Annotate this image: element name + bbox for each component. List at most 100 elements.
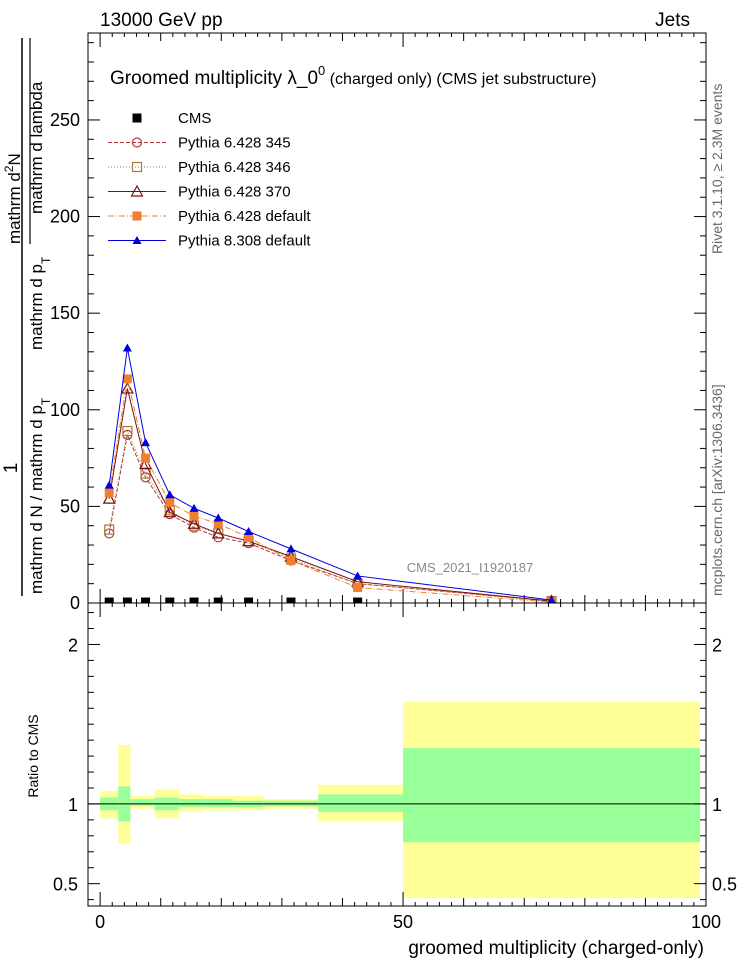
data-point xyxy=(189,503,199,512)
ratio-y-tick-labels: 0.5 0.5 1 1 2 2 xyxy=(53,635,737,894)
plot-title-sup: 0 xyxy=(318,63,325,78)
uncertainty-band-inner xyxy=(130,799,155,806)
data-point xyxy=(141,453,151,463)
ratio-plot-frame xyxy=(87,602,707,907)
legend-item: Pythia 6.428 346 xyxy=(108,159,291,176)
data-point xyxy=(211,526,225,539)
data-point xyxy=(244,597,254,607)
ratio-y-tick-label-right: 1 xyxy=(712,795,722,815)
ylabel-top-numerator: mathrm d2N xyxy=(2,153,24,244)
main-y-tick-labels: 0 50 100 150 200 250 xyxy=(50,110,80,613)
data-point xyxy=(213,597,223,607)
x-tick-label: 50 xyxy=(393,912,413,932)
ratio-plot: 0.5 0.5 1 1 2 2 0 50 100 xyxy=(53,602,737,932)
main-y-axis-label: 1 mathrm d N / mathrm d pT mathrm d pT m… xyxy=(1,38,53,596)
data-point xyxy=(286,555,296,565)
legend-item: Pythia 6.428 345 xyxy=(108,135,291,152)
uncertainty-band-inner xyxy=(403,748,700,843)
x-tick-label: 100 xyxy=(691,912,721,932)
y-tick-label: 150 xyxy=(50,303,80,323)
y-tick-label: 50 xyxy=(60,496,80,516)
header-right: Jets xyxy=(655,10,690,31)
data-point xyxy=(102,491,116,504)
data-point xyxy=(120,381,134,394)
plot-title-main: Groomed multiplicity λ_0 xyxy=(110,68,318,89)
plot-title-rest: (charged only) (CMS jet substructure) xyxy=(325,71,596,88)
legend-marker-swatch xyxy=(132,211,142,221)
data-point xyxy=(141,597,151,607)
data-point xyxy=(165,498,175,508)
legend-marker-swatch xyxy=(131,161,143,173)
legend-label: Pythia 6.428 345 xyxy=(178,135,291,152)
ratio-y-tick-label-left: 1 xyxy=(68,795,78,815)
data-point xyxy=(122,425,133,437)
ratio-axis-ticks xyxy=(88,603,707,906)
main-plot-frame-bg xyxy=(88,33,706,603)
data-point xyxy=(244,532,254,542)
ratio-x-tick-labels: 0 50 100 xyxy=(95,912,721,932)
series-line xyxy=(108,388,552,602)
data-point xyxy=(104,597,114,607)
data-point xyxy=(213,519,223,529)
ratio-y-tick-label-right: 0.5 xyxy=(712,875,737,895)
data-point xyxy=(104,488,114,498)
ratio-bands xyxy=(100,701,700,899)
main-series-group xyxy=(102,343,559,607)
ratio-y-tick-label-left: 2 xyxy=(68,635,78,655)
legend-label: Pythia 6.428 default xyxy=(178,208,311,225)
data-point xyxy=(189,597,199,607)
x-axis-label: groomed multiplicity (charged-only) xyxy=(408,938,704,959)
data-point xyxy=(286,597,296,607)
data-point xyxy=(244,527,254,536)
data-point xyxy=(141,438,151,447)
x-tick-label: 0 xyxy=(95,912,105,932)
series-line xyxy=(108,433,552,602)
rivet-label: Rivet 3.1.10, ≥ 2.3M events xyxy=(709,84,725,254)
ratio-y-axis-label: Ratio to CMS xyxy=(25,714,41,797)
y-tick-label: 200 xyxy=(50,207,80,227)
legend-label: Pythia 6.428 370 xyxy=(178,184,291,201)
data-point xyxy=(165,597,175,607)
series-line xyxy=(108,347,552,601)
data-point xyxy=(286,544,296,553)
data-point xyxy=(353,597,363,607)
legend: CMS Pythia 6.428 345 Pythia 6.428 346 Pythi… xyxy=(108,110,311,250)
legend-item: Pythia 6.428 370 xyxy=(108,184,291,201)
data-point xyxy=(353,583,363,593)
uncertainty-band-inner xyxy=(178,799,204,808)
data-point xyxy=(189,511,199,521)
data-point xyxy=(165,490,175,499)
legend-marker-swatch xyxy=(131,137,143,148)
ratio-y-tick-label-left: 0.5 xyxy=(53,875,78,895)
legend-marker-swatch xyxy=(132,113,142,123)
series-pythia-8-308-default xyxy=(104,343,556,604)
data-point xyxy=(122,374,132,384)
y-tick-label: 0 xyxy=(70,593,80,613)
main-plot: 0 50 100 150 200 250 CMS_2021_I1920187 Groome… xyxy=(50,32,707,613)
data-point xyxy=(353,571,363,580)
legend-marker-swatch xyxy=(132,236,142,244)
header-left: 13000 GeV pp xyxy=(100,10,223,31)
y-tick-label: 250 xyxy=(50,110,80,130)
ylabel-denominator: mathrm d N / mathrm d pT xyxy=(27,397,53,594)
data-point xyxy=(547,595,556,604)
legend-label: Pythia 8.308 default xyxy=(178,233,311,250)
data-point xyxy=(122,343,132,352)
legend-item: Pythia 8.308 default xyxy=(108,233,311,250)
series-line xyxy=(108,429,552,602)
data-point xyxy=(104,524,115,535)
data-point xyxy=(122,597,132,607)
ylabel-top-denominator: mathrm d lambda xyxy=(27,81,46,214)
legend-label: CMS xyxy=(178,110,211,127)
legend-item: CMS xyxy=(132,110,211,127)
data-point xyxy=(213,513,223,522)
ylabel-numerator: 1 xyxy=(1,463,22,474)
mcplots-label: mcplots.cern.ch [arXiv:1306.3436] xyxy=(709,384,725,596)
legend-label: Pythia 6.428 346 xyxy=(178,159,291,176)
series-line xyxy=(108,378,552,603)
data-point xyxy=(104,480,114,489)
analysis-watermark: CMS_2021_I1920187 xyxy=(407,560,534,575)
legend-marker-swatch xyxy=(130,184,144,197)
data-point xyxy=(163,505,177,518)
